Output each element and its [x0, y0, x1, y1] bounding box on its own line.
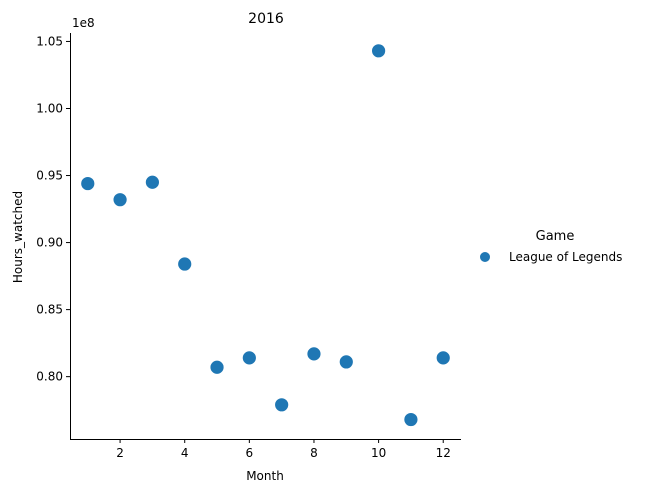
- data-point: [145, 174, 160, 190]
- data-point: [306, 346, 322, 362]
- y-offset-label: 1e8: [72, 16, 95, 30]
- data-point: [241, 350, 257, 366]
- data-point: [371, 43, 386, 59]
- legend-label: League of Legends: [509, 250, 622, 264]
- y-axis-label: Hours_watched: [11, 191, 25, 283]
- x-tick-label: 2: [116, 446, 124, 460]
- x-tick-label: 12: [436, 446, 451, 460]
- data-point: [435, 350, 451, 366]
- data-point: [80, 176, 96, 191]
- chart-title: 2016: [248, 11, 284, 27]
- y-axis-ticks: 0.80 0.85 0.90 0.95 1.00 1.05: [36, 34, 70, 384]
- x-axis-label: Month: [246, 469, 284, 483]
- x-tick-label: 4: [181, 446, 189, 460]
- x-tick-label: 8: [310, 446, 318, 460]
- legend-title: Game: [536, 229, 575, 244]
- y-tick-label: 0.95: [36, 169, 63, 183]
- y-tick-label: 1.05: [36, 34, 63, 48]
- data-point: [209, 359, 225, 375]
- legend: Game League of Legends: [480, 229, 622, 264]
- x-tick-label: 10: [371, 446, 386, 460]
- y-tick-label: 0.85: [36, 303, 63, 317]
- data-point: [177, 256, 193, 272]
- data-point: [403, 412, 419, 427]
- legend-marker: [480, 252, 490, 262]
- x-axis-ticks: 2 4 6 8 10 12: [116, 439, 451, 460]
- data-point: [274, 397, 290, 413]
- data-point: [112, 192, 128, 208]
- x-tick-label: 6: [246, 446, 254, 460]
- y-tick-label: 0.90: [36, 236, 63, 250]
- y-tick-label: 0.80: [36, 370, 63, 384]
- data-point: [338, 354, 354, 370]
- y-tick-label: 1.00: [36, 101, 63, 115]
- data-points: [80, 43, 451, 427]
